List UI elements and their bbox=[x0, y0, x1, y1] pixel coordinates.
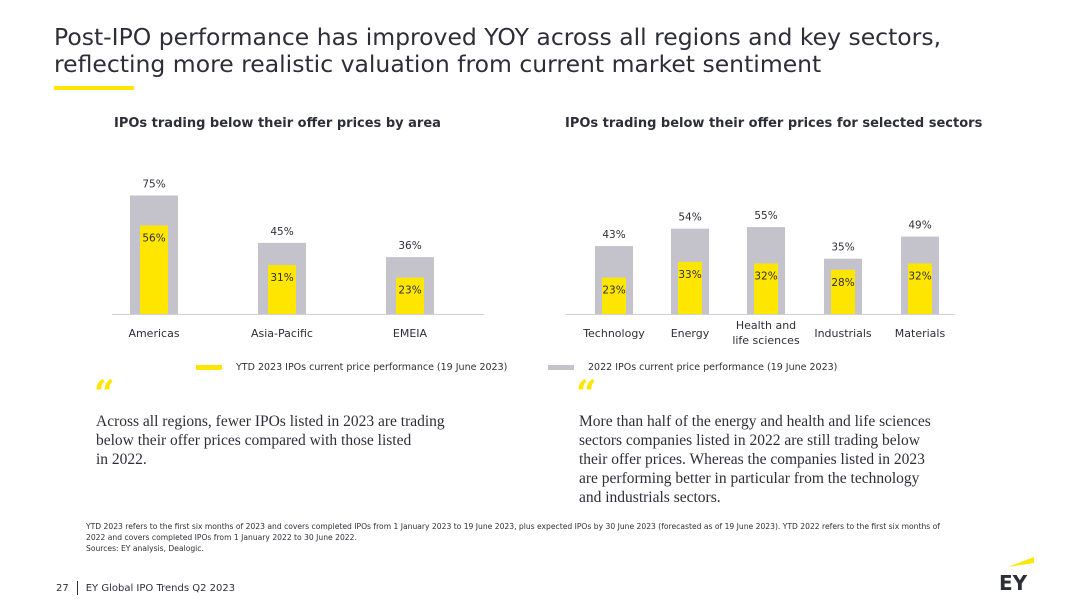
quote-mark-icon-left: “ bbox=[94, 373, 115, 415]
quote-left-line: Across all regions, fewer IPOs listed in… bbox=[96, 413, 445, 430]
quote-right-line: their offer prices. Whereas the companie… bbox=[579, 451, 925, 468]
ey-logo-text: EY bbox=[999, 571, 1028, 593]
area-label-ytd2023: 56% bbox=[142, 233, 165, 245]
quote-text-right: More than half of the energy and health … bbox=[579, 412, 931, 507]
footnote: YTD 2023 refers to the first six months … bbox=[86, 521, 1006, 554]
sector-label-2022: 54% bbox=[678, 212, 701, 224]
area-bar-chart: 75% 56% Americas 45% 31% Asia-Pacific 36% 23% EM… bbox=[112, 179, 484, 340]
sector-category-label: Technology bbox=[582, 327, 645, 340]
footnote-line: 2022 and covers completed IPOs from 1 Ja… bbox=[86, 533, 357, 542]
sector-label-ytd2023: 33% bbox=[678, 269, 701, 281]
sector-bar-ytd2023 bbox=[678, 261, 702, 314]
footnote-line: YTD 2023 refers to the first six months … bbox=[86, 522, 940, 531]
sector-label-2022: 43% bbox=[602, 229, 625, 241]
title-accent-rule bbox=[54, 86, 134, 90]
area-label-2022: 75% bbox=[142, 179, 165, 191]
legend-label-ytd2023: YTD 2023 IPOs current price performance … bbox=[236, 361, 508, 373]
quote-right-line: More than half of the energy and health … bbox=[579, 413, 931, 430]
quote-text-left: Across all regions, fewer IPOs listed in… bbox=[96, 412, 445, 469]
area-label-ytd2023: 31% bbox=[270, 272, 293, 284]
charts-canvas: 75% 56% Americas 45% 31% Asia-Pacific 36% 23% EM… bbox=[112, 179, 955, 347]
area-bar-ytd2023 bbox=[396, 277, 424, 314]
page-title-line-2: reflecting more realistic valuation from… bbox=[54, 50, 822, 78]
footer-report-title: EY Global IPO Trends Q2 2023 bbox=[85, 582, 236, 594]
legend-ytd2023: YTD 2023 IPOs current price performance … bbox=[196, 360, 507, 374]
sector-label-ytd2023: 23% bbox=[602, 285, 625, 297]
page-title-line-1: Post-IPO performance has improved YOY ac… bbox=[54, 23, 942, 51]
sector-bar-ytd2023 bbox=[831, 269, 855, 314]
quote-right-line: and industrials sectors. bbox=[579, 489, 721, 506]
quote-left-line: below their offer prices compared with t… bbox=[96, 432, 412, 449]
area-label-ytd2023: 23% bbox=[398, 285, 421, 297]
sector-label-2022: 49% bbox=[908, 220, 931, 232]
sector-category-label: Energy bbox=[671, 327, 710, 340]
legend-swatch-2022 bbox=[548, 364, 574, 370]
quote-mark-icon-right: “ bbox=[576, 373, 597, 415]
sector-label-2022: 35% bbox=[831, 242, 854, 254]
quote-right-line: sectors companies listed in 2022 are sti… bbox=[579, 432, 920, 449]
sector-category-label: Materials bbox=[895, 327, 946, 340]
sector-bar-ytd2023 bbox=[754, 263, 778, 314]
sector-chart-title: IPOs trading below their offer prices fo… bbox=[565, 116, 983, 131]
legend-label-2022: 2022 IPOs current price performance (19 … bbox=[588, 361, 838, 373]
page-title: Post-IPO performance has improved YOY ac… bbox=[54, 24, 1054, 78]
quote-right-line: are performing better in particular from… bbox=[579, 470, 920, 487]
page-footer: 27 EY Global IPO Trends Q2 2023 bbox=[56, 581, 235, 595]
sector-label-ytd2023: 32% bbox=[908, 270, 931, 282]
sector-label-ytd2023: 28% bbox=[831, 277, 854, 289]
sector-label-2022: 55% bbox=[754, 210, 777, 222]
ey-logo-beam bbox=[1008, 557, 1034, 567]
sector-category-label: life sciences bbox=[732, 334, 800, 347]
ey-logo: EY bbox=[999, 557, 1034, 593]
quote-left-line: in 2022. bbox=[96, 451, 147, 468]
area-label-2022: 45% bbox=[270, 226, 293, 238]
legend-2022: 2022 IPOs current price performance (19 … bbox=[548, 360, 837, 374]
legend-swatch-ytd2023 bbox=[196, 364, 222, 370]
sector-category-label: Industrials bbox=[814, 327, 872, 340]
sector-bar-ytd2023 bbox=[602, 277, 626, 314]
area-category-label: Americas bbox=[128, 327, 179, 340]
area-bar-ytd2023 bbox=[140, 225, 168, 314]
sector-label-ytd2023: 32% bbox=[754, 270, 777, 282]
area-bar-ytd2023 bbox=[268, 265, 296, 314]
area-label-2022: 36% bbox=[398, 240, 421, 252]
sector-category-label: Health and bbox=[736, 319, 796, 332]
area-category-label: EMEIA bbox=[393, 327, 428, 340]
area-chart-title: IPOs trading below their offer prices by… bbox=[114, 116, 441, 131]
sector-bar-ytd2023 bbox=[908, 263, 932, 314]
page-number: 27 bbox=[56, 582, 69, 594]
footer-divider bbox=[76, 581, 78, 595]
footnote-sources: Sources: EY analysis, Dealogic. bbox=[86, 544, 204, 553]
sector-bar-chart: 43% 23% Technology 54% 33% Energy 55% 32% Health… bbox=[566, 210, 955, 347]
area-category-label: Asia-Pacific bbox=[251, 327, 313, 340]
